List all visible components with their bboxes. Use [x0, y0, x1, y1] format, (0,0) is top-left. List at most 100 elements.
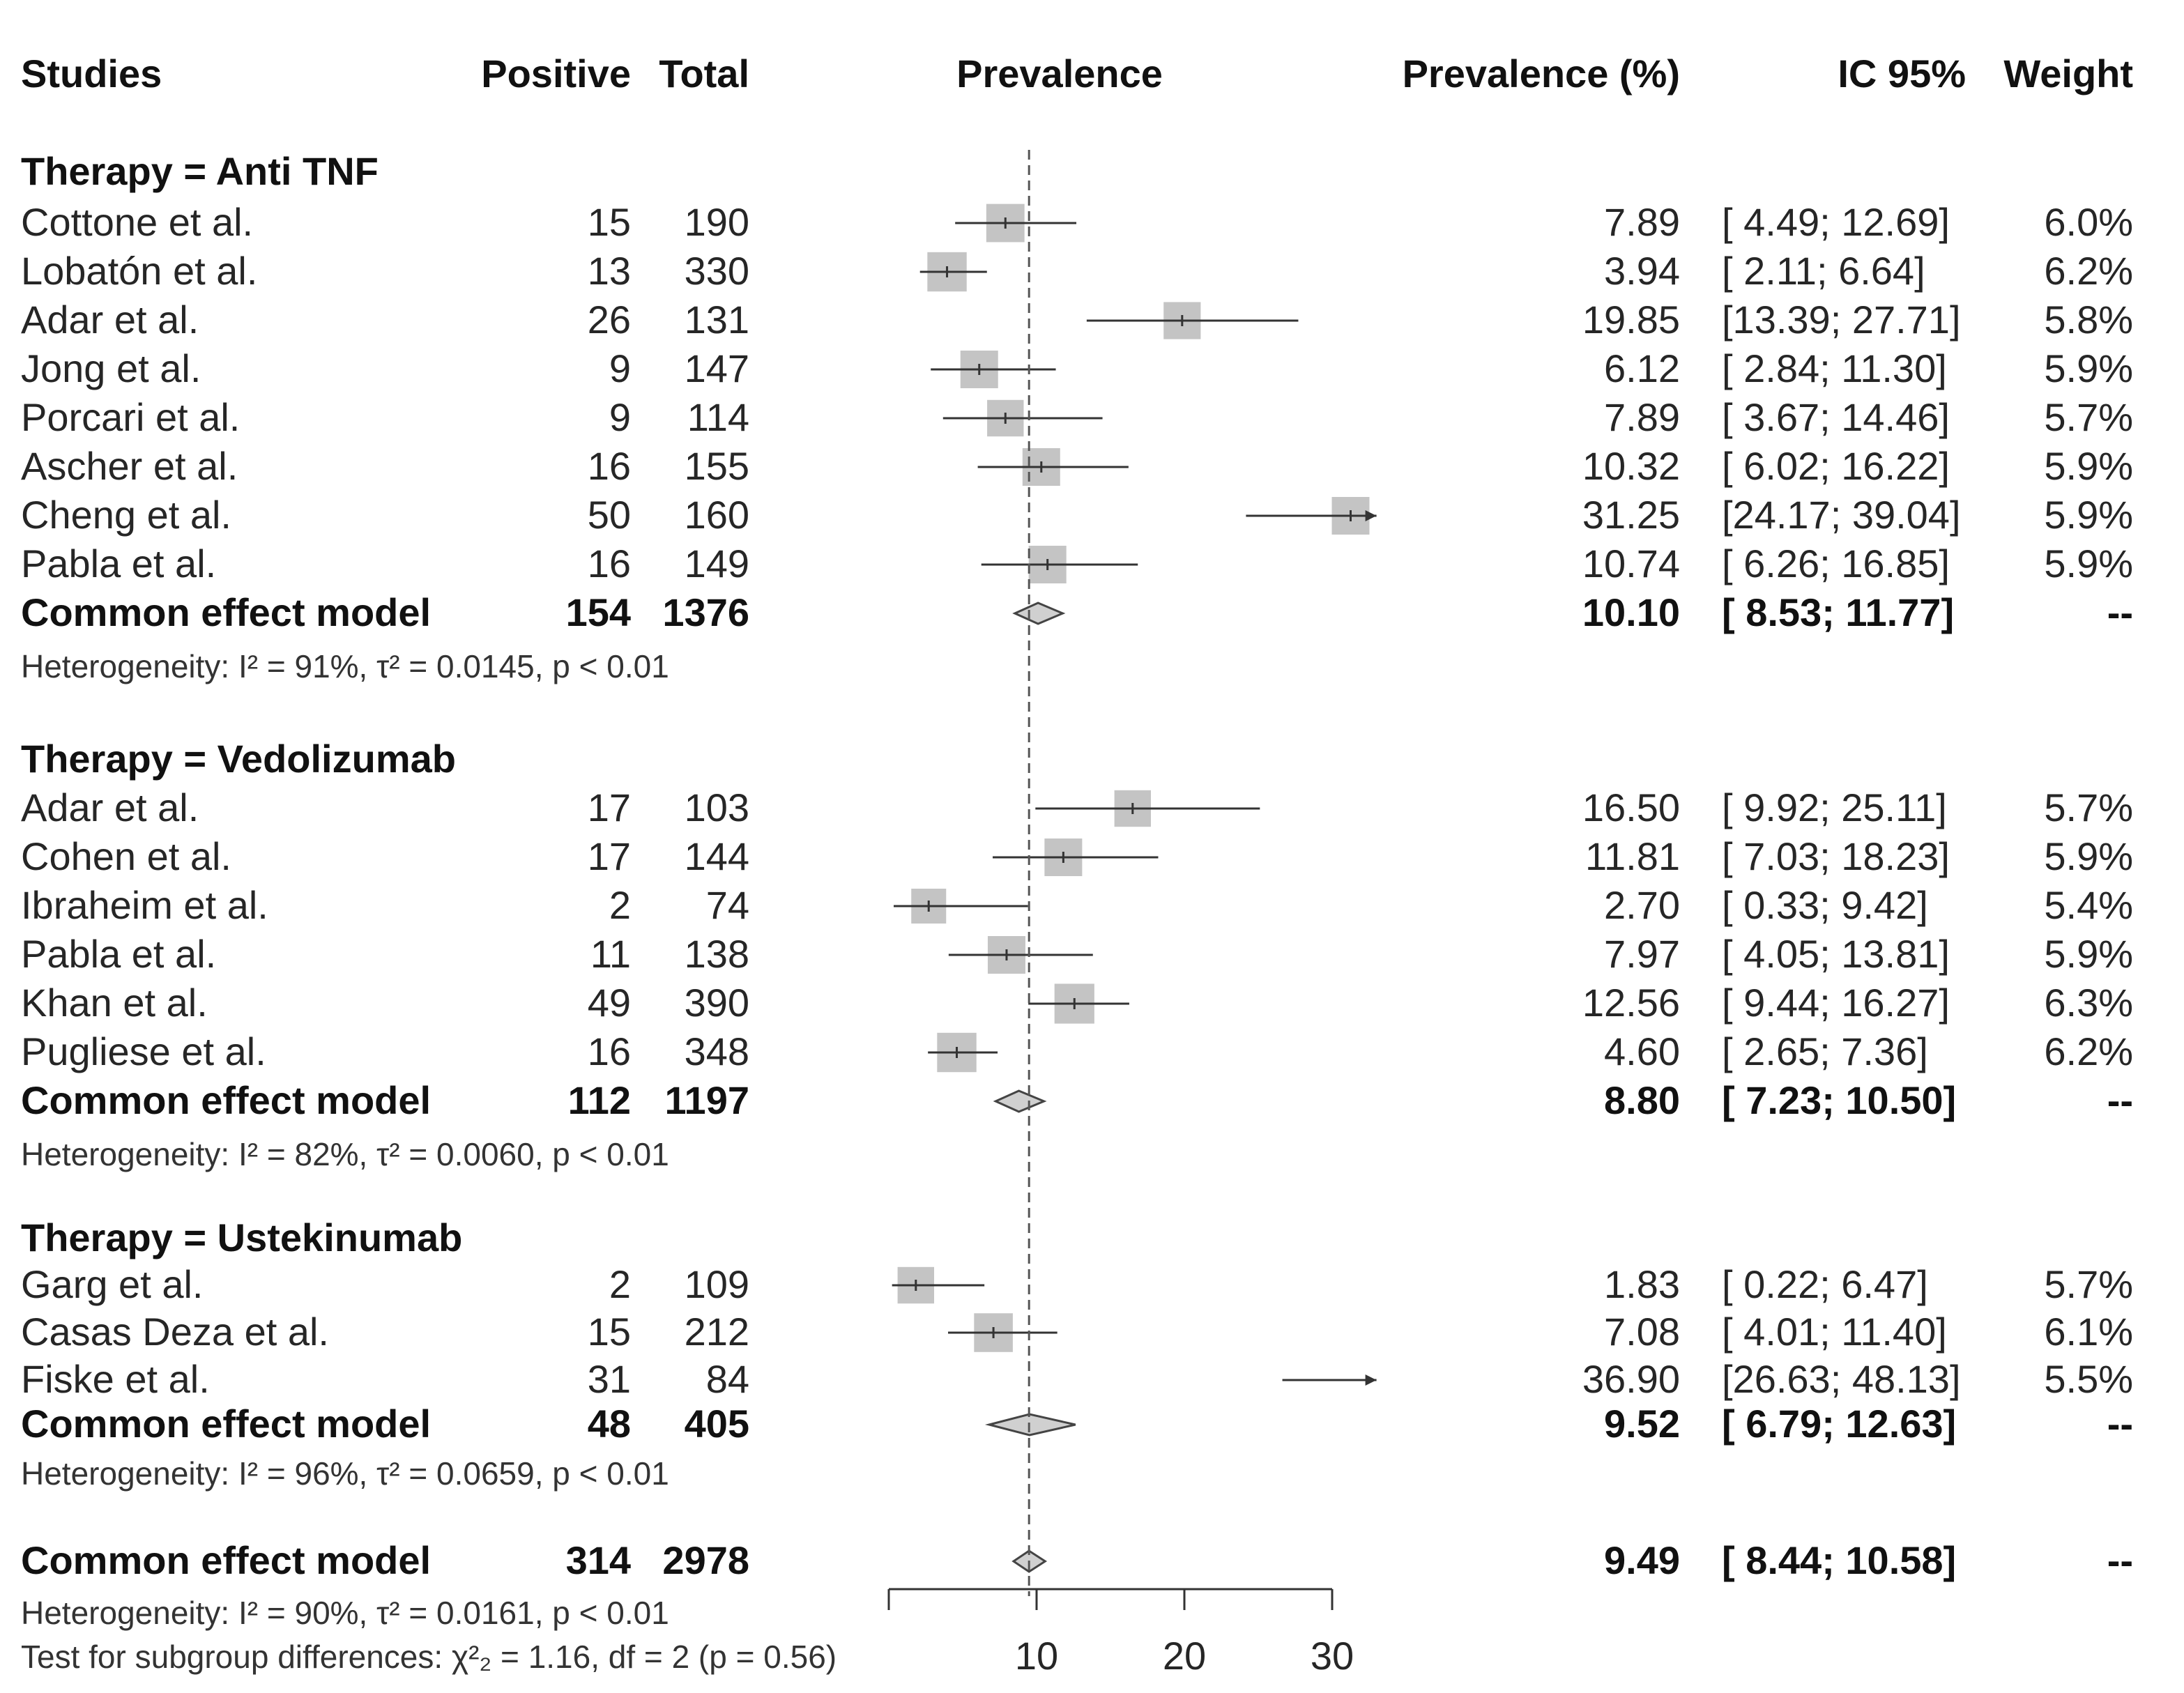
study-name: Lobatón et al.	[21, 249, 257, 293]
positive-count: 13	[588, 249, 631, 293]
weight-value: 5.9%	[2044, 834, 2133, 878]
weight-value: 5.9%	[2044, 493, 2133, 537]
total-count: 405	[685, 1402, 749, 1446]
ci-value: [26.63; 48.13]	[1722, 1357, 1961, 1401]
ci-value: [ 6.79; 12.63]	[1722, 1402, 1956, 1446]
positive-count: 48	[588, 1402, 631, 1446]
positive-count: 17	[588, 834, 631, 878]
total-count: 144	[685, 834, 749, 878]
weight-value: 5.7%	[2044, 395, 2133, 439]
study-name: Khan et al.	[21, 981, 208, 1025]
study-name: Cohen et al.	[21, 834, 231, 878]
prevalence-value: 36.90	[1582, 1357, 1680, 1401]
weight-value: 6.1%	[2044, 1310, 2133, 1354]
weight-value: --	[2107, 1402, 2133, 1446]
header-prevalence-pct: Prevalence (%)	[1403, 52, 1680, 95]
weight-value: 5.9%	[2044, 932, 2133, 976]
study-name: Pugliese et al.	[21, 1029, 266, 1073]
weight-value: 5.4%	[2044, 883, 2133, 927]
study-name: Adar et al.	[21, 298, 199, 342]
weight-value: 5.7%	[2044, 786, 2133, 829]
ci-value: [ 9.92; 25.11]	[1722, 786, 1947, 829]
study-name: Ascher et al.	[21, 444, 238, 488]
study-name: Garg et al.	[21, 1262, 203, 1306]
ci-value: [ 4.01; 11.40]	[1722, 1310, 1947, 1354]
weight-value: 5.9%	[2044, 542, 2133, 585]
prevalence-value: 2.70	[1604, 883, 1680, 927]
study-name: Casas Deza et al.	[21, 1310, 329, 1354]
summary-diamond	[984, 1413, 1076, 1437]
total-count: 114	[687, 395, 749, 439]
axis-tick-label: 20	[1163, 1634, 1206, 1678]
prevalence-value: 4.60	[1604, 1029, 1680, 1073]
prevalence-value: 19.85	[1582, 298, 1680, 342]
summary-diamond	[1012, 602, 1066, 625]
positive-count: 31	[588, 1357, 631, 1401]
ci-value: [ 9.44; 16.27]	[1722, 981, 1950, 1025]
prevalence-value: 7.97	[1604, 932, 1680, 976]
ci-value: [ 3.67; 14.46]	[1722, 395, 1950, 439]
summary-label: Common effect model	[21, 590, 431, 634]
total-count: 348	[685, 1029, 749, 1073]
group-label: Therapy = Vedolizumab	[21, 737, 456, 781]
subgroup-test-text: Test for subgroup differences: χ²₂ = 1.1…	[21, 1639, 837, 1675]
summary-label: Common effect model	[21, 1402, 431, 1446]
ci-value: [ 2.11; 6.64]	[1722, 249, 1925, 293]
total-count: 138	[685, 932, 749, 976]
ci-value: [ 7.03; 18.23]	[1722, 834, 1950, 878]
prevalence-value: 10.10	[1582, 590, 1680, 634]
positive-count: 2	[609, 1262, 631, 1306]
total-count: 160	[685, 493, 749, 537]
study-name: Jong et al.	[21, 346, 201, 390]
positive-count: 154	[566, 590, 631, 634]
ci-value: [ 4.05; 13.81]	[1722, 932, 1950, 976]
positive-count: 17	[588, 786, 631, 829]
positive-count: 9	[609, 346, 631, 390]
summary-diamond	[993, 1089, 1047, 1113]
positive-count: 49	[588, 981, 631, 1025]
ci-value: [ 6.26; 16.85]	[1722, 542, 1950, 585]
total-count: 103	[685, 786, 749, 829]
total-count: 390	[685, 981, 749, 1025]
weight-value: 6.0%	[2044, 200, 2133, 244]
forest-rows: Therapy = Anti TNF Cottone et al. 15 190 7.8…	[21, 149, 2133, 1675]
ci-value: [ 0.22; 6.47]	[1722, 1262, 1928, 1306]
total-count: 1376	[662, 590, 749, 634]
prevalence-value: 9.49	[1604, 1538, 1680, 1582]
weight-value: --	[2107, 590, 2133, 634]
study-name: Cottone et al.	[21, 200, 253, 244]
header-ci: IC 95%	[1838, 52, 1966, 95]
prevalence-value: 7.89	[1604, 395, 1680, 439]
positive-count: 15	[588, 1310, 631, 1354]
ci-value: [ 2.65; 7.36]	[1722, 1029, 1928, 1073]
ci-value: [24.17; 39.04]	[1722, 493, 1961, 537]
prevalence-value: 8.80	[1604, 1078, 1680, 1122]
prevalence-value: 7.89	[1604, 200, 1680, 244]
ci-value: [ 6.02; 16.22]	[1722, 444, 1950, 488]
study-name: Porcari et al.	[21, 395, 240, 439]
weight-value: 5.8%	[2044, 298, 2133, 342]
header-prevalence: Prevalence	[956, 52, 1163, 95]
prevalence-value: 6.12	[1604, 346, 1680, 390]
group-label: Therapy = Anti TNF	[21, 149, 379, 193]
weight-value: 6.2%	[2044, 1029, 2133, 1073]
positive-count: 26	[588, 298, 631, 342]
positive-count: 50	[588, 493, 631, 537]
total-count: 190	[685, 200, 749, 244]
group-label: Therapy = Ustekinumab	[21, 1216, 462, 1259]
total-count: 109	[685, 1262, 749, 1306]
total-count: 212	[685, 1310, 749, 1354]
ci-value: [ 7.23; 10.50]	[1722, 1078, 1956, 1122]
weight-value: 6.3%	[2044, 981, 2133, 1025]
weight-value: 5.9%	[2044, 346, 2133, 390]
summary-label: Common effect model	[21, 1538, 431, 1582]
weight-value: 5.5%	[2044, 1357, 2133, 1401]
header-row: Studies Positive Total Prevalence Preval…	[21, 52, 2133, 95]
positive-count: 16	[588, 542, 631, 585]
weight-value: 5.9%	[2044, 444, 2133, 488]
header-positive: Positive	[481, 52, 631, 95]
ci-value: [ 8.53; 11.77]	[1722, 590, 1954, 634]
total-count: 84	[706, 1357, 749, 1401]
header-studies: Studies	[21, 52, 162, 95]
